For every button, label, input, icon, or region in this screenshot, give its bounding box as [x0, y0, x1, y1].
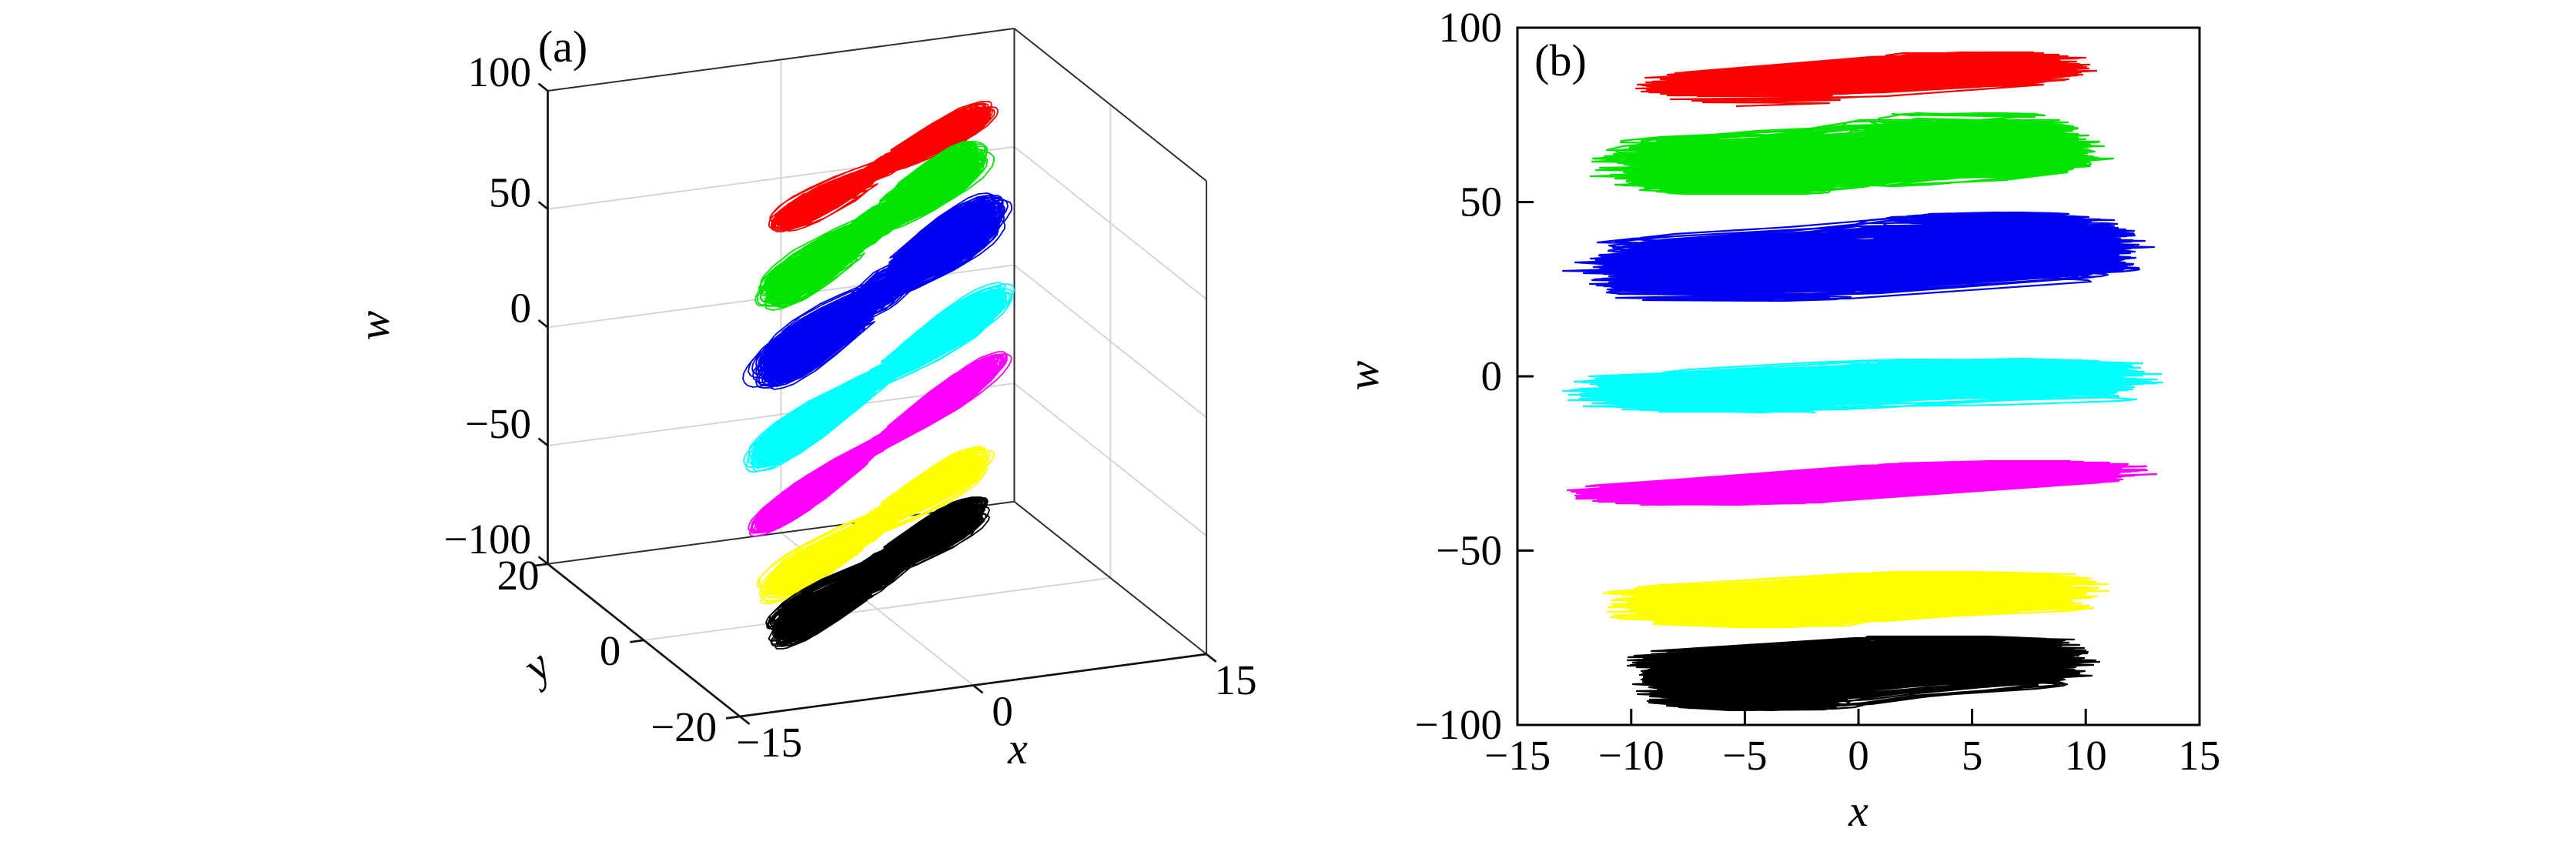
svg-text:(a): (a) — [538, 22, 587, 72]
svg-text:−5: −5 — [1722, 732, 1768, 779]
svg-text:15: 15 — [1215, 656, 1257, 703]
svg-text:x: x — [1848, 786, 1868, 836]
svg-text:100: 100 — [468, 48, 532, 95]
svg-text:−100: −100 — [443, 516, 531, 563]
svg-text:−15: −15 — [736, 719, 802, 766]
svg-text:10: 10 — [2065, 732, 2107, 779]
svg-text:(b): (b) — [1534, 35, 1587, 85]
svg-text:x: x — [1007, 723, 1028, 773]
svg-text:15: 15 — [2178, 732, 2220, 779]
svg-text:−100: −100 — [1414, 701, 1502, 748]
svg-text:−20: −20 — [651, 703, 717, 750]
svg-text:5: 5 — [1962, 732, 1983, 779]
svg-text:w: w — [349, 310, 399, 340]
svg-text:w: w — [1338, 360, 1388, 390]
svg-text:20: 20 — [497, 552, 540, 599]
svg-text:0: 0 — [992, 688, 1013, 735]
svg-text:0: 0 — [1481, 352, 1503, 399]
svg-text:50: 50 — [1460, 179, 1502, 225]
svg-text:−50: −50 — [1436, 526, 1502, 573]
svg-text:0: 0 — [1848, 732, 1869, 779]
svg-text:0: 0 — [600, 627, 621, 674]
svg-text:50: 50 — [489, 169, 531, 216]
svg-text:−10: −10 — [1598, 732, 1664, 779]
svg-text:−50: −50 — [465, 400, 531, 447]
svg-text:−15: −15 — [1484, 732, 1551, 779]
svg-text:100: 100 — [1439, 4, 1503, 51]
svg-text:0: 0 — [510, 284, 532, 331]
